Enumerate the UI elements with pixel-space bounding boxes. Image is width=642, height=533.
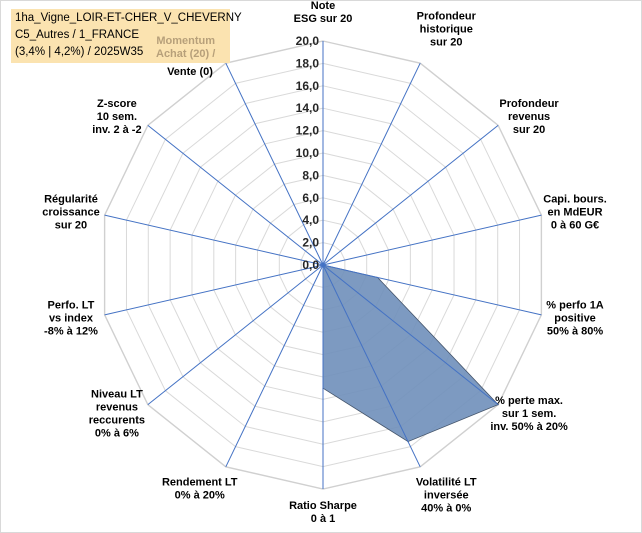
category-label-1: Profondeur historique sur 20 bbox=[417, 11, 477, 49]
category-label-4-line-1: positive bbox=[554, 312, 596, 324]
category-label-3-line-2: 0 à 60 G€ bbox=[551, 220, 599, 232]
category-label-3: Capi. bours. en MdEUR 0 à 60 G€ bbox=[543, 194, 607, 232]
spoke-13 bbox=[225, 62, 324, 266]
category-label-7-line-1: 0 à 1 bbox=[311, 513, 335, 525]
spoke-3 bbox=[322, 214, 542, 266]
category-label-6-line-1: inversée bbox=[424, 489, 469, 501]
category-label-2-line-0: Profondeur bbox=[499, 98, 559, 110]
category-label-12-line-0: Z-score bbox=[97, 98, 137, 110]
category-label-10-line-0: Perfo. LT bbox=[48, 299, 95, 311]
category-label-12: Z-score 10 sem. inv. 2 à -2 bbox=[92, 98, 141, 136]
tick-label-5: 10,0 bbox=[296, 146, 320, 160]
spoke-2 bbox=[322, 124, 499, 266]
category-label-1-line-1: historique bbox=[420, 24, 473, 36]
category-label-5-line-1: sur 1 sem. bbox=[502, 408, 556, 420]
category-label-11-line-2: sur 20 bbox=[55, 220, 87, 232]
momentum-label-overlap: Momentum Achat (20) / bbox=[156, 35, 215, 61]
category-label-2-line-1: revenus bbox=[508, 111, 550, 123]
momentum-label-line-2: Achat (20) / bbox=[156, 48, 216, 60]
category-label-2-line-2: sur 20 bbox=[513, 124, 545, 136]
category-label-6-line-2: 40% à 0% bbox=[421, 502, 471, 514]
category-label-9: Niveau LT revenus reccurents 0% à 6% bbox=[89, 388, 145, 439]
spoke-11 bbox=[104, 214, 324, 266]
category-label-2: Profondeur revenus sur 20 bbox=[499, 98, 559, 136]
category-label-0-line-0: Note bbox=[311, 1, 335, 12]
category-label-12-line-1: 10 sem. bbox=[97, 111, 137, 123]
category-label-10-line-2: -8% à 12% bbox=[44, 325, 98, 337]
spoke-8 bbox=[225, 264, 324, 468]
tick-label-0: 0,0 bbox=[302, 258, 319, 272]
spoke-6 bbox=[322, 264, 421, 468]
category-label-1-line-0: Profondeur bbox=[417, 11, 477, 23]
spoke-9 bbox=[147, 264, 324, 406]
category-label-9-line-2: reccurents bbox=[89, 414, 145, 426]
category-label-3-line-0: Capi. bours. bbox=[543, 194, 607, 206]
category-label-3-line-1: en MdEUR bbox=[548, 207, 603, 219]
tick-label-7: 14,0 bbox=[296, 101, 320, 115]
category-label-6: Volatilité LT inversée 40% à 0% bbox=[416, 476, 477, 514]
category-label-4: % perfo 1A positive 50% à 80% bbox=[546, 299, 604, 337]
category-label-11-line-1: croissance bbox=[42, 207, 99, 219]
category-label-11: Régularité croissance sur 20 bbox=[42, 194, 99, 232]
category-label-7: Ratio Sharpe 0 à 1 bbox=[289, 500, 357, 525]
tick-label-9: 18,0 bbox=[296, 56, 320, 70]
tick-label-2: 4,0 bbox=[302, 213, 319, 227]
chart-title-line-3: (3,4% | 4,2%) / 2025W35 bbox=[15, 46, 144, 58]
category-label-5: % perte max. sur 1 sem. inv. 50% à 20% bbox=[490, 395, 568, 433]
tick-label-10: 20,0 bbox=[296, 34, 320, 48]
category-label-10-line-1: vs index bbox=[49, 312, 94, 324]
tick-label-4: 8,0 bbox=[302, 168, 319, 182]
spoke-5 bbox=[322, 264, 499, 406]
category-label-4-line-0: % perfo 1A bbox=[546, 299, 604, 311]
spoke-10 bbox=[104, 264, 324, 316]
category-label-0-line-1: ESG sur 20 bbox=[294, 13, 353, 25]
category-label-6-line-0: Volatilité LT bbox=[416, 476, 477, 488]
spoke-1 bbox=[322, 62, 421, 266]
series-area bbox=[322, 264, 499, 443]
category-label-12-line-2: inv. 2 à -2 bbox=[92, 124, 141, 136]
category-label-8: Rendement LT 0% à 20% bbox=[162, 476, 238, 501]
category-label-5-line-0: % perte max. bbox=[495, 395, 563, 407]
category-label-8-line-0: Rendement LT bbox=[162, 476, 238, 488]
category-label-0: Note ESG sur 20 bbox=[294, 1, 353, 25]
momentum-label-line-1: Momentum bbox=[156, 35, 215, 47]
tick-label-1: 2,0 bbox=[302, 236, 319, 250]
tick-label-8: 16,0 bbox=[296, 79, 320, 93]
category-label-1-line-2: sur 20 bbox=[430, 37, 462, 49]
category-label-13-line-2: Vente (0) bbox=[167, 66, 213, 78]
category-label-4-line-2: 50% à 80% bbox=[547, 325, 603, 337]
spoke-4 bbox=[322, 264, 542, 316]
radar-category-labels: Note ESG sur 20 Profondeur historique sur 20… bbox=[42, 1, 607, 525]
category-label-8-line-1: 0% à 20% bbox=[175, 489, 225, 501]
tick-label-6: 12,0 bbox=[296, 124, 320, 138]
radar-tick-labels: 0,0 2,0 4,0 6,0 8,0 10,0 12,0 14,0 16,0 18,0 20,0 bbox=[296, 34, 320, 272]
chart-title-line-2: C5_Autres / 1_FRANCE bbox=[15, 29, 139, 41]
category-label-9-line-1: revenus bbox=[96, 401, 138, 413]
radar-spokes bbox=[104, 41, 542, 489]
category-label-10: Perfo. LT vs index -8% à 12% bbox=[44, 299, 98, 337]
category-label-9-line-3: 0% à 6% bbox=[95, 427, 139, 439]
chart-title-box: 1ha_Vigne_LOIR-ET-CHER_V_CHEVERNY C5_Aut… bbox=[11, 9, 242, 63]
category-label-11-line-0: Régularité bbox=[44, 194, 98, 206]
category-label-9-line-0: Niveau LT bbox=[91, 388, 143, 400]
tick-label-3: 6,0 bbox=[302, 191, 319, 205]
spoke-12 bbox=[147, 124, 324, 266]
chart-title-line-1: 1ha_Vigne_LOIR-ET-CHER_V_CHEVERNY bbox=[15, 12, 242, 24]
category-label-5-line-2: inv. 50% à 20% bbox=[490, 421, 568, 433]
category-label-7-line-0: Ratio Sharpe bbox=[289, 500, 357, 512]
